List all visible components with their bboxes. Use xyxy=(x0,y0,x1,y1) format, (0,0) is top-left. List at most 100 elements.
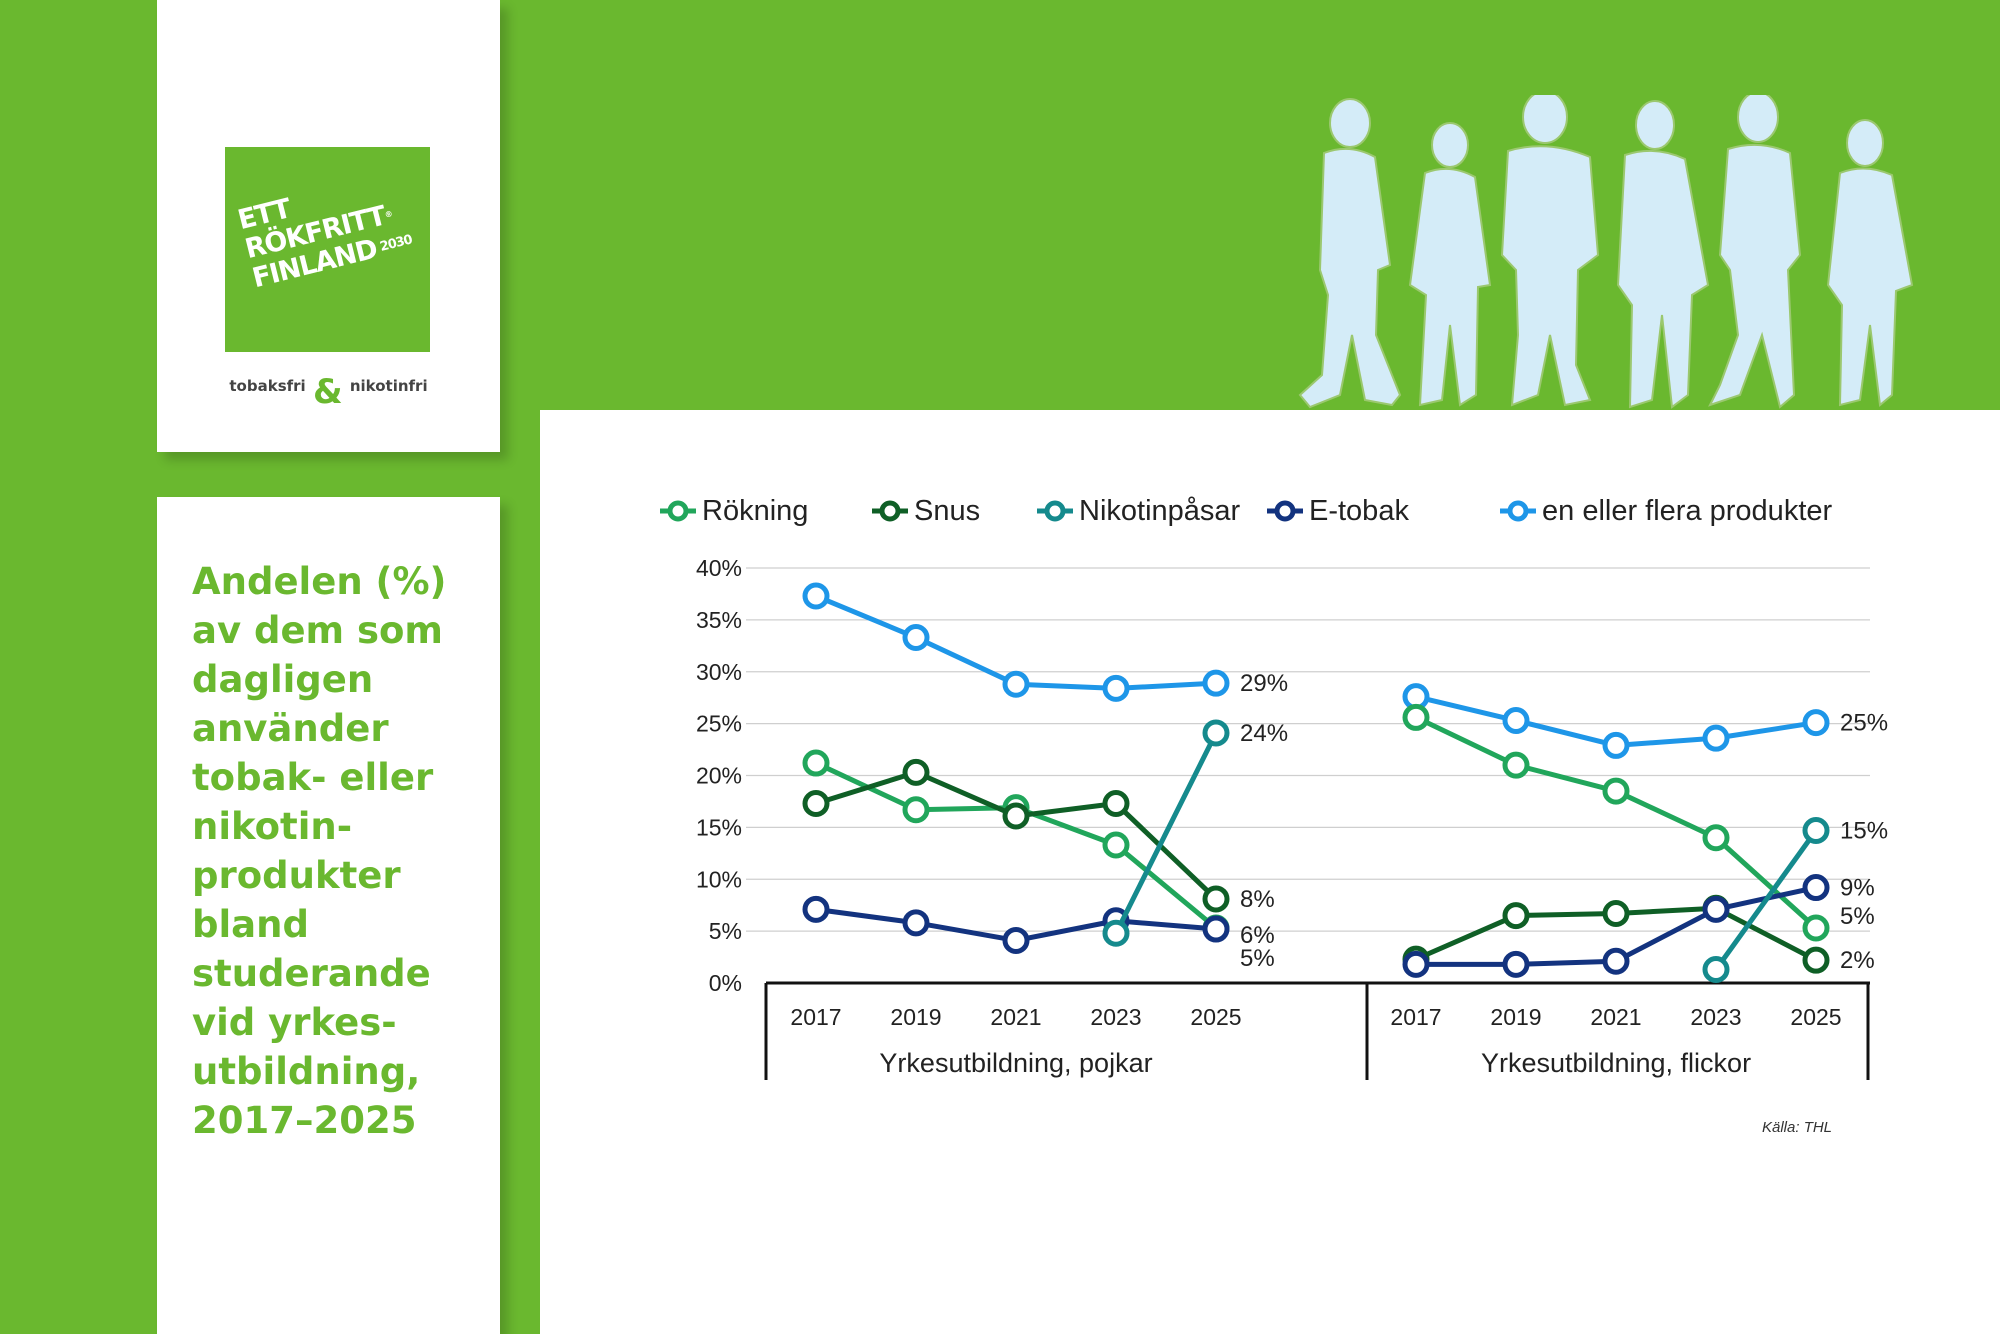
x-tick-label: 2017 xyxy=(1390,1004,1441,1030)
series-line-nikotinpasar xyxy=(1713,829,1819,971)
x-tick-label: 2019 xyxy=(1490,1004,1541,1030)
legend-swatch-marker xyxy=(667,500,689,522)
data-point-flera xyxy=(1202,669,1230,697)
y-tick-label: 25% xyxy=(696,711,742,737)
data-point-nikotinpasar xyxy=(1702,956,1730,984)
data-point-nikotinpasar xyxy=(1202,719,1230,747)
grid xyxy=(746,567,1870,932)
tagline-tobaksfri: tobaksfri xyxy=(229,377,306,395)
logo-wordmark: ETT RÖKFRITT® FINLAND2030 xyxy=(235,159,451,294)
chart-title: Andelen (%) av dem som dagligen använder… xyxy=(192,560,447,1142)
y-tick-label: 35% xyxy=(696,607,742,633)
person-silhouette xyxy=(1708,143,1802,409)
data-point-rokning xyxy=(1802,914,1830,942)
logo-badge: ETT RÖKFRITT® FINLAND2030 xyxy=(225,147,430,352)
data-point-snus xyxy=(902,758,930,786)
x-tick-label: 2021 xyxy=(990,1004,1041,1030)
y-tick-label: 30% xyxy=(696,659,742,685)
end-label-rokning: 5% xyxy=(1240,945,1275,972)
end-label-flera: 29% xyxy=(1240,670,1288,697)
person-silhouette xyxy=(1737,95,1779,143)
data-point-flera xyxy=(902,624,930,652)
data-point-flera xyxy=(1002,670,1030,698)
tagline-ampersand: & xyxy=(312,372,343,412)
legend-swatch-marker xyxy=(879,500,901,522)
x-tick-label: 2025 xyxy=(1190,1004,1241,1030)
end-label-snus: 2% xyxy=(1840,947,1875,974)
data-point-snus xyxy=(1102,790,1130,818)
end-label-flera: 25% xyxy=(1840,710,1888,737)
data-labels: 29%24%8%6%5%25%15%9%5%2% xyxy=(1240,670,1888,974)
x-tick-label: 2017 xyxy=(790,1004,841,1030)
x-tick-label: 2023 xyxy=(1690,1004,1741,1030)
end-label-etobak: 6% xyxy=(1240,922,1275,949)
data-point-etobak xyxy=(1502,950,1530,978)
data-point-etobak xyxy=(1702,895,1730,923)
data-point-snus xyxy=(1202,885,1230,913)
person-silhouette xyxy=(1846,119,1884,167)
legend-entry: Snus xyxy=(914,495,980,527)
chart-canvas: Rökning Snus Nikotinpåsar E-tobak en eller f… xyxy=(660,495,1888,1080)
source-note: Källa: THL xyxy=(1762,1119,1833,1136)
person-silhouette xyxy=(1298,147,1402,409)
data-point-etobak xyxy=(1202,915,1230,943)
y-tick-label: 10% xyxy=(696,866,742,892)
person-silhouette xyxy=(1431,122,1469,168)
data-point-flera xyxy=(1702,724,1730,752)
data-point-etobak xyxy=(802,895,830,923)
legend: Rökning Snus Nikotinpåsar E-tobak en eller f… xyxy=(660,495,1832,527)
panel-label: Yrkesutbildning, flickor xyxy=(1481,1048,1751,1078)
legend-swatch-marker xyxy=(1274,500,1296,522)
legend-entry: Nikotinpåsar xyxy=(1079,495,1241,527)
tagline-nikotinfri: nikotinfri xyxy=(349,377,428,395)
y-tick-label: 40% xyxy=(696,555,742,581)
person-silhouette xyxy=(1522,95,1568,144)
data-point-etobak xyxy=(1602,947,1630,975)
data-point-flera xyxy=(1602,731,1630,759)
y-tick-label: 0% xyxy=(709,970,742,996)
logo-card: ETT RÖKFRITT® FINLAND2030 tobaksfri & ni… xyxy=(157,0,500,452)
people-silhouettes xyxy=(1298,95,1914,409)
y-tick-label: 5% xyxy=(709,918,742,944)
series-line-rokning xyxy=(814,760,1218,930)
data-point-flera xyxy=(802,582,830,610)
legend-entry: en eller flera produkter xyxy=(1542,495,1832,527)
logo-reg-mark: ® xyxy=(383,209,393,220)
legend-entry: Rökning xyxy=(702,495,808,527)
data-point-rokning xyxy=(1402,703,1430,731)
data-point-rokning xyxy=(1502,751,1530,779)
data-point-snus xyxy=(802,790,830,818)
x-axis: 2017 2019 2021 2023 2025 Yrkesutbildning, poj… xyxy=(764,981,1870,1080)
x-tick-label: 2019 xyxy=(890,1004,941,1030)
data-point-etobak xyxy=(1402,950,1430,978)
x-tick-label: 2023 xyxy=(1090,1004,1141,1030)
y-axis: 0% 5% 10% 15% 20% 25% 30% 35% 40% xyxy=(696,555,742,996)
person-silhouette xyxy=(1635,100,1675,150)
legend-swatch-marker xyxy=(1044,500,1066,522)
data-point-snus xyxy=(1602,899,1630,927)
end-label-nikotinpasar: 24% xyxy=(1240,720,1288,747)
data-point-flera xyxy=(1502,707,1530,735)
data-point-etobak xyxy=(1002,926,1030,954)
logo-year: 2030 xyxy=(378,232,414,255)
end-label-nikotinpasar: 15% xyxy=(1840,817,1888,844)
person-silhouette xyxy=(1408,167,1492,407)
person-silhouette xyxy=(1826,167,1914,407)
panel-label: Yrkesutbildning, pojkar xyxy=(879,1048,1152,1078)
data-point-rokning xyxy=(1102,831,1130,859)
person-silhouette xyxy=(1616,149,1710,409)
data-point-rokning xyxy=(1702,824,1730,852)
data-point-flera xyxy=(1102,674,1130,702)
end-label-etobak: 9% xyxy=(1840,875,1875,902)
data-point-flera xyxy=(1802,709,1830,737)
x-tick-label: 2021 xyxy=(1590,1004,1641,1030)
data-point-rokning xyxy=(802,749,830,777)
end-label-rokning: 5% xyxy=(1840,903,1875,930)
logo-tagline: tobaksfri & nikotinfri xyxy=(157,372,500,412)
data-point-nikotinpasar xyxy=(1102,919,1130,947)
data-point-snus xyxy=(1502,902,1530,930)
end-label-snus: 8% xyxy=(1240,886,1275,913)
legend-entry: E-tobak xyxy=(1309,495,1409,527)
y-tick-label: 20% xyxy=(696,763,742,789)
series-layer xyxy=(802,582,1830,984)
